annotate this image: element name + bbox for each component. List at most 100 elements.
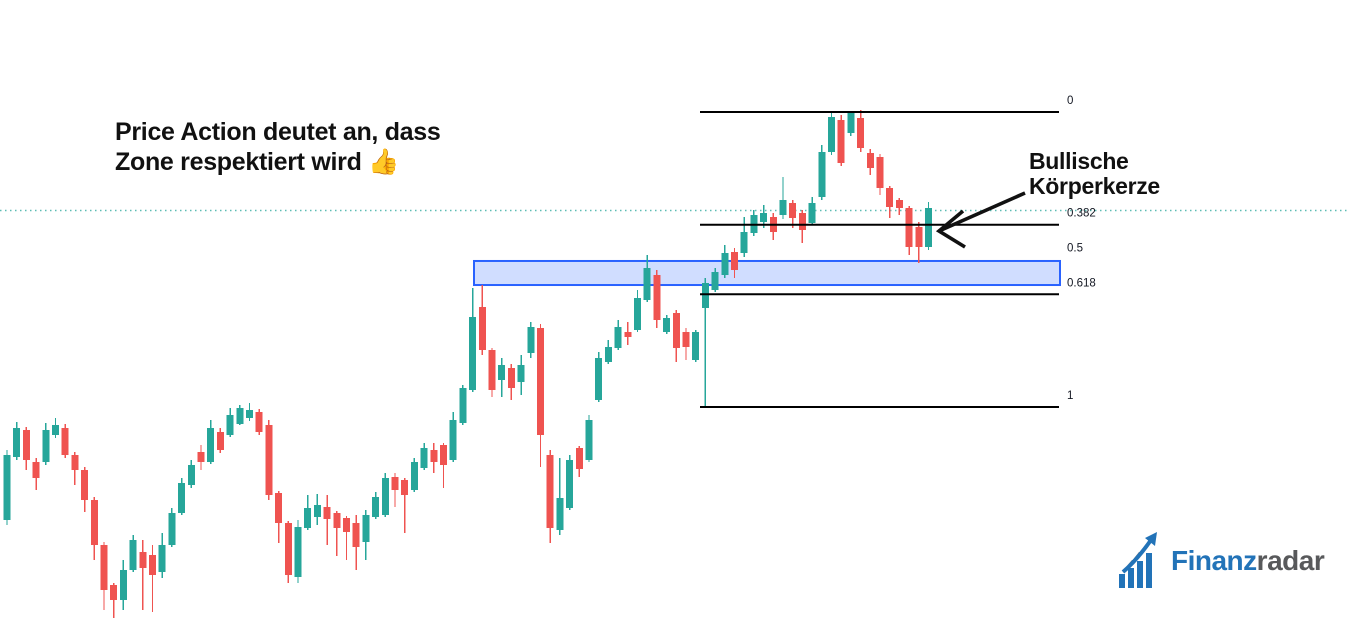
candle-bullish <box>3 454 11 520</box>
candle-bullish <box>381 477 389 515</box>
candle-bullish <box>420 448 428 469</box>
candle-bearish <box>488 350 496 391</box>
candle-bearish <box>653 274 661 320</box>
candle-bearish <box>905 208 913 247</box>
candle-bullish <box>304 508 312 528</box>
candle-bullish <box>236 408 244 424</box>
candle-bearish <box>401 480 409 496</box>
bullish-candle-note-line2: Körperkerze <box>1029 173 1160 199</box>
candle-bullish <box>469 317 477 391</box>
candle-bullish <box>498 364 506 381</box>
candle-bullish <box>42 430 50 463</box>
candle-bearish <box>624 332 632 337</box>
brand-logo: Finanzradar <box>1117 532 1325 590</box>
candle-bearish <box>546 454 554 528</box>
candle-bullish <box>818 151 826 197</box>
candle-bullish <box>760 213 768 223</box>
candle-bullish <box>313 504 321 518</box>
candle-bullish <box>663 318 671 333</box>
candle-bearish <box>90 500 98 546</box>
candle-bullish <box>614 327 622 348</box>
candle-bullish <box>808 203 816 224</box>
candle-bearish <box>895 200 903 209</box>
candle-bearish <box>440 445 447 465</box>
candle-bearish <box>352 522 360 547</box>
bullish-candle-note[interactable]: Bullische Körperkerze <box>1029 149 1160 199</box>
candle-bearish <box>265 424 273 496</box>
fib-label-0: 0 <box>1067 95 1073 107</box>
candle-bullish <box>604 346 612 363</box>
candle-bearish <box>275 492 283 523</box>
candle-bullish <box>207 427 215 463</box>
candle-bearish <box>915 227 923 247</box>
candle-bullish <box>634 297 641 331</box>
logo-text-primary: Finanz <box>1171 545 1257 576</box>
candle-bullish <box>52 424 59 436</box>
candle-bullish <box>178 482 186 514</box>
candle-bearish <box>430 450 438 463</box>
bullish-candle-note-line1: Bullische <box>1029 148 1129 174</box>
candle-bullish <box>925 208 932 247</box>
candle-bullish <box>459 387 467 423</box>
candle-bullish <box>828 117 835 152</box>
candle-bearish <box>216 431 224 451</box>
candle-bullish <box>595 358 603 401</box>
candle-bullish <box>13 427 21 458</box>
candle-bearish <box>575 448 583 469</box>
candle-bearish <box>323 507 331 519</box>
candle-bearish <box>866 153 874 169</box>
candle-bearish <box>672 313 680 348</box>
fib-label-0.382: 0.382 <box>1067 208 1096 220</box>
candle-bullish <box>129 540 137 570</box>
candle-bearish <box>284 522 292 576</box>
logo-chart-icon <box>1119 532 1157 588</box>
candle-bearish <box>81 469 89 501</box>
price-action-note-line2: Zone respektiert wird 👍 <box>115 148 400 176</box>
candle-bullish <box>119 569 127 600</box>
candle-bullish <box>585 419 593 460</box>
price-action-note[interactable]: Price Action deutet an, dass Zone respek… <box>115 117 441 177</box>
candle-bullish <box>449 419 457 460</box>
fib-label-0.618: 0.618 <box>1067 277 1096 289</box>
candle-bearish <box>333 513 341 528</box>
candle-bullish <box>692 332 700 360</box>
candle-bullish <box>372 496 380 518</box>
fib-label-1: 1 <box>1067 390 1073 402</box>
thumbs-up-icon: 👍 <box>368 148 400 176</box>
candle-bearish <box>876 156 884 188</box>
candle-bearish <box>789 203 797 219</box>
candle-bearish <box>343 518 350 532</box>
candle-bearish <box>857 118 865 148</box>
candle-bearish <box>22 430 30 460</box>
candle-bullish <box>187 464 195 486</box>
logo-text: Finanzradar <box>1171 545 1325 577</box>
fib-label-0.5: 0.5 <box>1067 243 1083 255</box>
candle-bullish <box>168 513 176 546</box>
candle-bullish <box>410 462 418 491</box>
annotation-arrow[interactable] <box>928 184 1033 261</box>
candle-bullish <box>294 527 302 578</box>
candle-bullish <box>226 414 234 436</box>
candle-bearish <box>886 187 894 207</box>
candle-bullish <box>527 327 535 354</box>
candle-bearish <box>32 462 40 478</box>
logo-text-secondary: radar <box>1256 545 1325 576</box>
candle-bearish <box>731 251 738 270</box>
candle-bullish <box>721 253 729 275</box>
candle-bearish <box>149 554 156 576</box>
candle-bullish <box>246 409 253 419</box>
candles-group <box>3 109 932 619</box>
candle-bearish <box>682 332 690 347</box>
candle-bearish <box>110 585 118 600</box>
candle-bearish <box>61 427 69 455</box>
candle-bullish <box>158 545 166 573</box>
arrow-shaft <box>938 191 1026 233</box>
candle-bullish <box>517 364 525 383</box>
candle-bearish <box>837 119 845 164</box>
candle-bullish <box>740 232 748 254</box>
candle-bullish <box>847 113 855 133</box>
supply-zone-rect[interactable] <box>473 259 1061 287</box>
candle-bullish <box>779 200 787 215</box>
